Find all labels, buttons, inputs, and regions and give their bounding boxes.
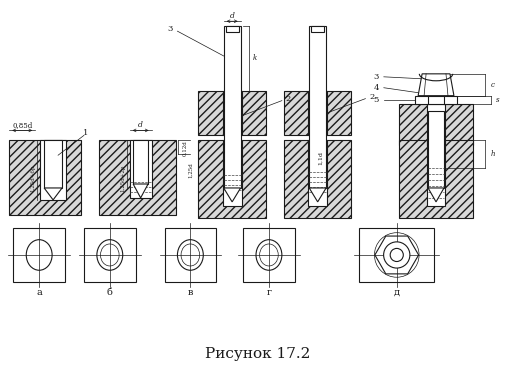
Polygon shape [428, 188, 444, 202]
Ellipse shape [260, 244, 278, 266]
Text: 4: 4 [373, 84, 379, 92]
Circle shape [390, 248, 403, 262]
Polygon shape [224, 188, 241, 202]
Bar [427, 104, 445, 145]
Polygon shape [309, 188, 326, 202]
Circle shape [384, 242, 410, 268]
Text: г: г [266, 288, 271, 297]
Bar [9, 140, 81, 215]
Text: 1,25d+6p: 1,25d+6p [31, 164, 36, 192]
Bar [427, 140, 445, 206]
Text: k: k [252, 55, 257, 62]
Ellipse shape [26, 240, 52, 270]
Bar [164, 228, 216, 282]
Bar [224, 26, 241, 188]
Text: 2: 2 [286, 95, 291, 103]
Text: б: б [107, 288, 113, 297]
Text: 5: 5 [373, 96, 379, 104]
Bar [133, 140, 148, 184]
Polygon shape [418, 74, 454, 96]
Bar [84, 228, 135, 282]
Text: 1,25d: 1,25d [188, 162, 193, 178]
Circle shape [374, 233, 419, 277]
Bar [13, 228, 65, 282]
Text: д: д [394, 288, 400, 297]
Bar [399, 104, 473, 145]
Bar [198, 91, 266, 135]
Bar [309, 26, 326, 188]
Bar [308, 140, 327, 206]
Text: 1: 1 [83, 130, 89, 137]
Ellipse shape [256, 240, 282, 270]
Bar [311, 26, 324, 32]
Text: 0,12d: 0,12d [182, 140, 187, 156]
Bar [428, 111, 444, 188]
Bar [243, 228, 295, 282]
Bar [40, 140, 66, 200]
Bar [130, 140, 151, 198]
Bar [44, 140, 62, 188]
Ellipse shape [100, 244, 119, 266]
Bar [284, 91, 352, 135]
Ellipse shape [178, 240, 203, 270]
Text: d: d [138, 121, 143, 130]
Text: 3: 3 [373, 73, 379, 81]
Bar [99, 140, 177, 215]
Polygon shape [44, 188, 62, 200]
Text: 1,1d: 1,1d [318, 151, 323, 165]
Bar [198, 140, 266, 218]
Bar [359, 228, 434, 282]
Text: 3: 3 [167, 25, 173, 33]
Text: s: s [496, 96, 500, 104]
Text: c: c [490, 81, 494, 89]
Text: а: а [37, 288, 42, 297]
Text: 2: 2 [369, 93, 374, 101]
Text: 1,25d+2p: 1,25d+2p [120, 164, 125, 192]
Polygon shape [133, 184, 148, 198]
Polygon shape [375, 236, 419, 274]
Bar [284, 140, 352, 218]
Text: d: d [230, 12, 234, 20]
Bar [399, 140, 473, 218]
Bar [308, 91, 327, 135]
Text: Рисунок 17.2: Рисунок 17.2 [205, 347, 311, 361]
Bar [222, 91, 242, 135]
Bar [222, 140, 242, 206]
Bar [415, 96, 457, 104]
Ellipse shape [97, 240, 123, 270]
Text: 0,85d: 0,85d [12, 121, 32, 130]
Ellipse shape [181, 244, 200, 266]
Text: h: h [490, 150, 495, 158]
Text: в: в [187, 288, 193, 297]
Bar [226, 26, 238, 32]
